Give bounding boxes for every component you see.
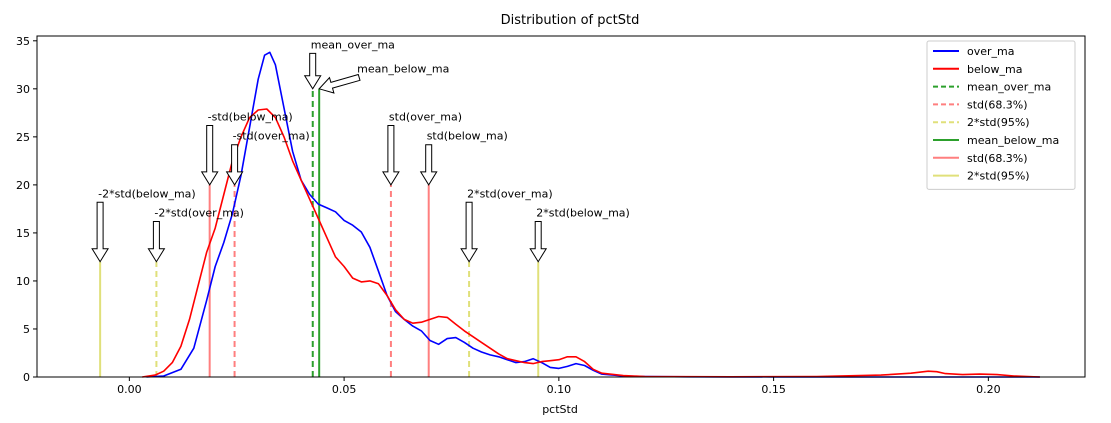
y-tick-label: 20	[16, 179, 30, 192]
annotation-arrow	[303, 52, 322, 90]
annotation-arrow	[318, 73, 361, 94]
y-tick-label: 35	[16, 35, 30, 48]
x-tick-label: 0.20	[976, 383, 1001, 396]
legend-label: std(68.3%)	[967, 152, 1028, 165]
annotation-arrow	[419, 144, 438, 186]
x-tick-label: 0.05	[332, 383, 357, 396]
legend-label: over_ma	[967, 45, 1015, 58]
x-tick-label: 0.10	[547, 383, 572, 396]
y-tick-label: 30	[16, 83, 30, 96]
x-axis-label: pctStd	[542, 403, 578, 416]
y-tick-label: 5	[23, 323, 30, 336]
y-axis: 0 5 10 15 20 25 30 35	[16, 35, 37, 384]
legend-label: mean_over_ma	[967, 81, 1051, 94]
y-tick-label: 10	[16, 275, 30, 288]
annotation-label: std(below_ma)	[427, 130, 508, 143]
x-tick-label: 0.15	[761, 383, 786, 396]
reference-lines	[99, 88, 540, 377]
x-axis: 0.00 0.05 0.10 0.15 0.20	[117, 377, 1001, 396]
series-line-over-ma	[146, 51, 1040, 378]
annotation-label: 2*std(below_ma)	[536, 207, 630, 220]
legend-label: std(68.3%)	[967, 98, 1028, 111]
annotation-arrow	[200, 125, 219, 186]
y-tick-label: 0	[23, 371, 30, 384]
annotation-label: std(over_ma)	[389, 110, 462, 123]
annotation-arrow	[225, 144, 244, 186]
legend-label: 2*std(95%)	[967, 170, 1030, 183]
annotation-arrow	[460, 201, 478, 263]
legend-label: 2*std(95%)	[967, 116, 1030, 129]
plot-frame	[36, 35, 1086, 378]
legend-label: below_ma	[967, 63, 1023, 76]
annotation-label: mean_below_ma	[357, 62, 449, 75]
annotation-arrow	[147, 221, 166, 263]
annotation-label: -std(over_ma)	[233, 130, 310, 143]
legend-label: mean_below_ma	[967, 134, 1059, 147]
annotation-arrow	[529, 221, 548, 263]
annotation-label: -2*std(over_ma)	[154, 207, 244, 220]
y-tick-label: 15	[16, 227, 30, 240]
annotation-label: 2*std(over_ma)	[467, 187, 553, 200]
chart-title: Distribution of pctStd	[501, 13, 640, 28]
x-tick-label: 0.00	[117, 383, 142, 396]
legend: over_ma below_ma mean_over_ma std(68.3%) 2*s…	[926, 40, 1076, 190]
annotation-label: -2*std(below_ma)	[98, 187, 196, 200]
annotations: mean_over_ma mean_below_ma std(over_ma) -st…	[91, 38, 630, 263]
annotation-label: -std(below_ma)	[208, 110, 293, 123]
annotation-arrow	[91, 201, 109, 263]
legend-box	[926, 40, 1076, 190]
annotation-label: mean_over_ma	[311, 38, 395, 51]
series-line-below-ma	[142, 108, 1040, 378]
annotation-arrow	[382, 125, 400, 186]
y-tick-label: 25	[16, 131, 30, 144]
